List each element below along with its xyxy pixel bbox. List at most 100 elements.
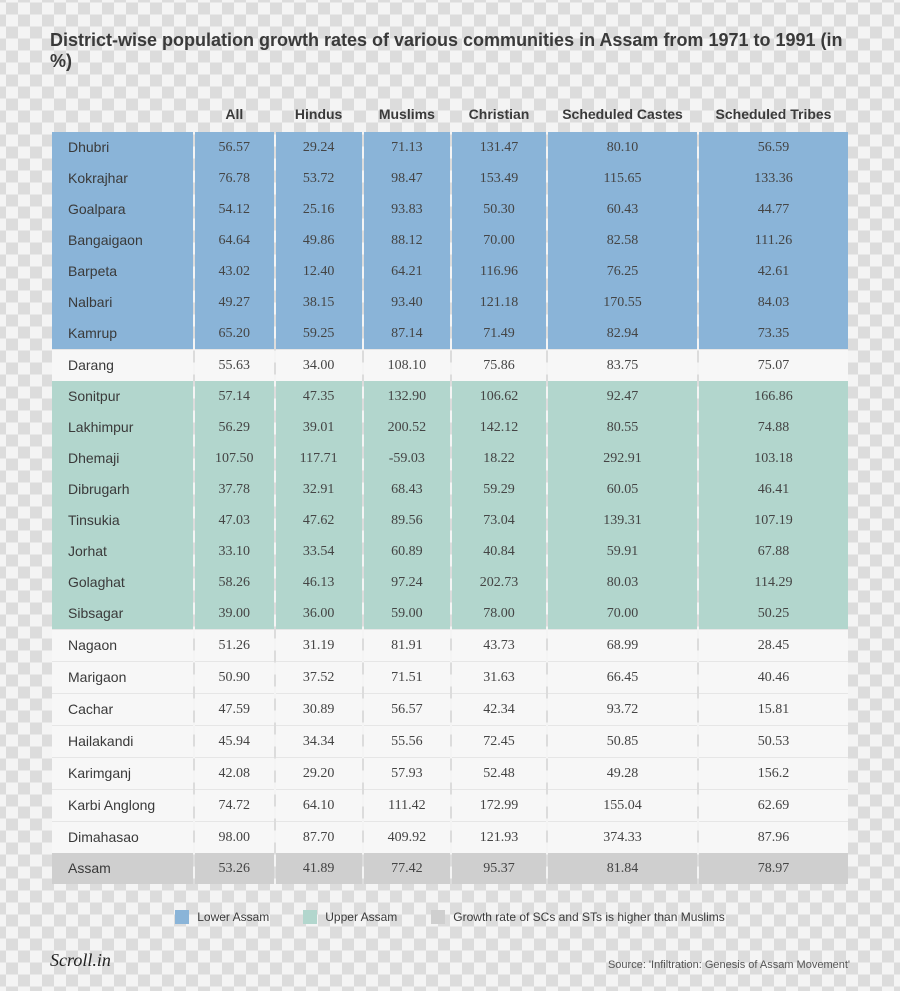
table-row: Jorhat33.1033.5460.8940.8459.9167.88 bbox=[52, 536, 848, 567]
value-cell: 47.35 bbox=[276, 381, 362, 412]
value-cell: 71.49 bbox=[452, 318, 546, 349]
district-cell: Dhemaji bbox=[52, 443, 193, 474]
table-row: Hailakandi45.9434.3455.5672.4550.8550.53 bbox=[52, 725, 848, 757]
value-cell: 87.96 bbox=[699, 821, 848, 853]
swatch-lower-icon bbox=[175, 910, 189, 924]
value-cell: 64.21 bbox=[364, 256, 450, 287]
column-header: Muslims bbox=[364, 100, 450, 132]
value-cell: 46.13 bbox=[276, 567, 362, 598]
value-cell: 87.70 bbox=[276, 821, 362, 853]
value-cell: 80.10 bbox=[548, 132, 697, 163]
column-header: Christian bbox=[452, 100, 546, 132]
value-cell: 36.00 bbox=[276, 598, 362, 629]
value-cell: 75.07 bbox=[699, 349, 848, 381]
legend-label: Upper Assam bbox=[325, 910, 397, 924]
district-cell: Nalbari bbox=[52, 287, 193, 318]
district-cell: Marigaon bbox=[52, 661, 193, 693]
value-cell: 31.19 bbox=[276, 629, 362, 661]
value-cell: 81.84 bbox=[548, 853, 697, 884]
value-cell: 72.45 bbox=[452, 725, 546, 757]
value-cell: 39.00 bbox=[195, 598, 273, 629]
column-header: Scheduled Castes bbox=[548, 100, 697, 132]
value-cell: 155.04 bbox=[548, 789, 697, 821]
value-cell: 60.43 bbox=[548, 194, 697, 225]
legend-label: Growth rate of SCs and STs is higher tha… bbox=[453, 910, 724, 924]
value-cell: 76.25 bbox=[548, 256, 697, 287]
legend: Lower Assam Upper Assam Growth rate of S… bbox=[50, 910, 850, 924]
value-cell: 115.65 bbox=[548, 163, 697, 194]
value-cell: 107.19 bbox=[699, 505, 848, 536]
value-cell: 18.22 bbox=[452, 443, 546, 474]
district-cell: Jorhat bbox=[52, 536, 193, 567]
table-row: Lakhimpur56.2939.01200.52142.1280.5574.8… bbox=[52, 412, 848, 443]
district-cell: Sibsagar bbox=[52, 598, 193, 629]
brand-logo: Scroll.in bbox=[50, 950, 111, 971]
value-cell: 117.71 bbox=[276, 443, 362, 474]
value-cell: 49.28 bbox=[548, 757, 697, 789]
table-row: Nalbari49.2738.1593.40121.18170.5584.03 bbox=[52, 287, 848, 318]
value-cell: 31.63 bbox=[452, 661, 546, 693]
value-cell: 64.64 bbox=[195, 225, 273, 256]
value-cell: 107.50 bbox=[195, 443, 273, 474]
value-cell: 50.90 bbox=[195, 661, 273, 693]
value-cell: 53.26 bbox=[195, 853, 273, 884]
value-cell: 34.34 bbox=[276, 725, 362, 757]
value-cell: 131.47 bbox=[452, 132, 546, 163]
value-cell: 51.26 bbox=[195, 629, 273, 661]
value-cell: 57.93 bbox=[364, 757, 450, 789]
table-row: Karbi Anglong74.7264.10111.42172.99155.0… bbox=[52, 789, 848, 821]
value-cell: 53.72 bbox=[276, 163, 362, 194]
legend-item-note: Growth rate of SCs and STs is higher tha… bbox=[431, 910, 724, 924]
value-cell: 409.92 bbox=[364, 821, 450, 853]
table-row: Darang55.6334.00108.1075.8683.7575.07 bbox=[52, 349, 848, 381]
district-cell: Lakhimpur bbox=[52, 412, 193, 443]
table-row: Sibsagar39.0036.0059.0078.0070.0050.25 bbox=[52, 598, 848, 629]
value-cell: 70.00 bbox=[452, 225, 546, 256]
value-cell: 32.91 bbox=[276, 474, 362, 505]
table-row: Cachar47.5930.8956.5742.3493.7215.81 bbox=[52, 693, 848, 725]
table-row: Dimahasao98.0087.70409.92121.93374.3387.… bbox=[52, 821, 848, 853]
value-cell: 47.03 bbox=[195, 505, 273, 536]
value-cell: 50.53 bbox=[699, 725, 848, 757]
value-cell: 78.97 bbox=[699, 853, 848, 884]
value-cell: 74.88 bbox=[699, 412, 848, 443]
district-cell: Kokrajhar bbox=[52, 163, 193, 194]
value-cell: 33.10 bbox=[195, 536, 273, 567]
swatch-upper-icon bbox=[303, 910, 317, 924]
value-cell: 43.73 bbox=[452, 629, 546, 661]
district-cell: Hailakandi bbox=[52, 725, 193, 757]
data-table: AllHindusMuslimsChristianScheduled Caste… bbox=[50, 100, 850, 884]
value-cell: 114.29 bbox=[699, 567, 848, 598]
value-cell: 84.03 bbox=[699, 287, 848, 318]
value-cell: 80.03 bbox=[548, 567, 697, 598]
table-row: Kamrup65.2059.2587.1471.4982.9473.35 bbox=[52, 318, 848, 349]
value-cell: 25.16 bbox=[276, 194, 362, 225]
value-cell: 81.91 bbox=[364, 629, 450, 661]
value-cell: 38.15 bbox=[276, 287, 362, 318]
value-cell: 153.49 bbox=[452, 163, 546, 194]
value-cell: 68.43 bbox=[364, 474, 450, 505]
table-row: Nagaon51.2631.1981.9143.7368.9928.45 bbox=[52, 629, 848, 661]
value-cell: 200.52 bbox=[364, 412, 450, 443]
value-cell: 59.25 bbox=[276, 318, 362, 349]
district-cell: Darang bbox=[52, 349, 193, 381]
district-cell: Sonitpur bbox=[52, 381, 193, 412]
value-cell: 121.93 bbox=[452, 821, 546, 853]
value-cell: 170.55 bbox=[548, 287, 697, 318]
value-cell: 42.61 bbox=[699, 256, 848, 287]
value-cell: 42.34 bbox=[452, 693, 546, 725]
value-cell: 55.56 bbox=[364, 725, 450, 757]
value-cell: 40.46 bbox=[699, 661, 848, 693]
value-cell: 156.2 bbox=[699, 757, 848, 789]
value-cell: 82.58 bbox=[548, 225, 697, 256]
value-cell: 57.14 bbox=[195, 381, 273, 412]
value-cell: 67.88 bbox=[699, 536, 848, 567]
legend-label: Lower Assam bbox=[197, 910, 269, 924]
district-cell: Kamrup bbox=[52, 318, 193, 349]
value-cell: 70.00 bbox=[548, 598, 697, 629]
value-cell: 56.59 bbox=[699, 132, 848, 163]
legend-item-lower: Lower Assam bbox=[175, 910, 269, 924]
value-cell: 139.31 bbox=[548, 505, 697, 536]
value-cell: 111.42 bbox=[364, 789, 450, 821]
district-cell: Barpeta bbox=[52, 256, 193, 287]
